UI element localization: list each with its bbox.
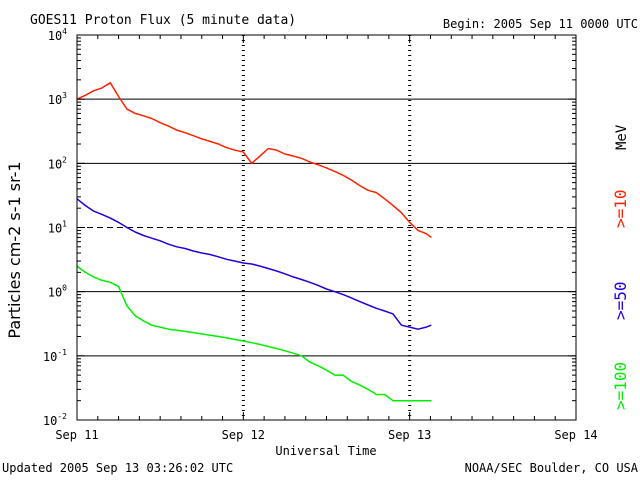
y-tick-label: 10-1 bbox=[43, 348, 67, 364]
x-tick-label: Sep 11 bbox=[55, 428, 98, 442]
legend-entry: >=50 bbox=[611, 281, 630, 320]
y-axis-label-text: Particles cm-2 s-1 sr-1 bbox=[5, 161, 24, 338]
begin-label: Begin: 2005 Sep 11 0000 UTC bbox=[443, 17, 638, 31]
legend-entry: >=100 bbox=[611, 362, 630, 410]
y-tick-label: 103 bbox=[48, 91, 67, 107]
y-tick-base: 10 bbox=[48, 286, 62, 300]
y-tick-base: 10 bbox=[48, 29, 62, 43]
x-axis-label: Universal Time bbox=[275, 444, 376, 458]
data-series bbox=[76, 82, 432, 402]
y-axis-label: Particles cm-2 s-1 sr-1 bbox=[5, 161, 24, 338]
x-tick-label: Sep 12 bbox=[222, 428, 265, 442]
y-tick-exponent: 0 bbox=[62, 284, 67, 293]
y-tick-exponent: 2 bbox=[62, 155, 67, 164]
updated-label: Updated 2005 Sep 13 03:26:02 UTC bbox=[2, 461, 233, 475]
x-tick-label: Sep 13 bbox=[388, 428, 431, 442]
y-tick-base: 10 bbox=[43, 350, 57, 364]
series-line bbox=[76, 198, 432, 330]
y-tick-exponent: 1 bbox=[62, 220, 67, 229]
y-tick-label: 102 bbox=[48, 155, 67, 171]
y-tick-exponent: 3 bbox=[62, 91, 67, 100]
chart-title: GOES11 Proton Flux (5 minute data) bbox=[30, 13, 296, 28]
y-tick-exponent: -1 bbox=[57, 348, 67, 357]
legend-entry: >=10 bbox=[611, 189, 630, 228]
credit-label: NOAA/SEC Boulder, CO USA bbox=[465, 461, 639, 475]
y-tick-exponent: 4 bbox=[62, 27, 67, 36]
series-line bbox=[76, 265, 432, 402]
y-tick-label: 104 bbox=[48, 27, 67, 43]
x-tick-label: Sep 14 bbox=[554, 428, 597, 442]
y-tick-base: 10 bbox=[48, 93, 62, 107]
series-line bbox=[76, 82, 432, 239]
y-tick-label: 100 bbox=[48, 284, 67, 300]
y-tick-label: 101 bbox=[48, 220, 67, 236]
day-marker-lines bbox=[241, 35, 412, 420]
y-tick-label: 10-2 bbox=[43, 412, 67, 428]
y-tick-base: 10 bbox=[43, 414, 57, 428]
legend: MeV >=10 >=50 >=100 bbox=[611, 124, 630, 410]
y-tick-exponent: -2 bbox=[57, 412, 67, 421]
y-tick-base: 10 bbox=[48, 157, 62, 171]
legend-unit: MeV bbox=[614, 124, 630, 150]
y-tick-base: 10 bbox=[48, 222, 62, 236]
grid bbox=[77, 98, 576, 357]
